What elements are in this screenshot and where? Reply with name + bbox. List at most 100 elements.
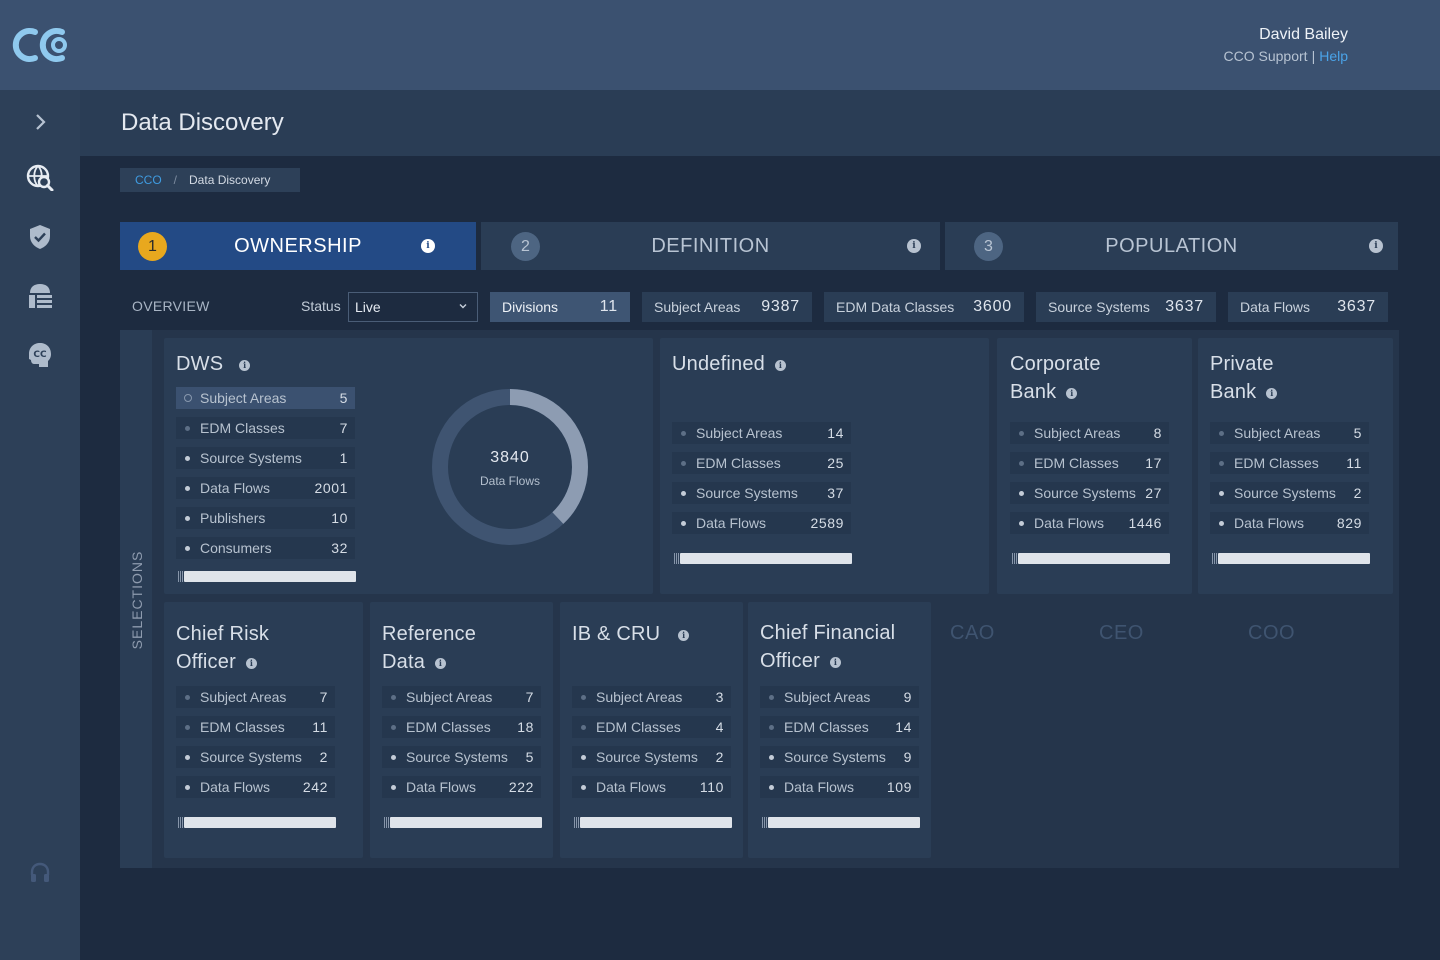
metric-value: 1	[339, 450, 348, 466]
division-card-reference-data[interactable]: Reference Data i Subject Areas 7 EDM Classe…	[370, 602, 553, 858]
metric-edm-classes[interactable]: EDM Classes 18	[382, 716, 541, 738]
metric-value: 4	[715, 719, 724, 735]
division-ceo[interactable]: CEO	[1099, 622, 1144, 644]
metric-edm-classes[interactable]: EDM Classes 14	[760, 716, 919, 738]
metric-data-flows[interactable]: Data Flows 110	[572, 776, 731, 798]
stat-divisions[interactable]: Divisions 11	[490, 292, 630, 322]
bullet-icon	[1219, 460, 1224, 466]
sidebar-item-data-quality[interactable]	[24, 221, 56, 253]
tab-ownership[interactable]: 1 OWNERSHIP i	[120, 222, 476, 270]
bullet-icon	[185, 694, 190, 700]
division-card-corporate-bank[interactable]: Corporate Bank i Subject Areas 8 EDM Classe…	[997, 338, 1192, 594]
metric-edm-classes[interactable]: EDM Classes 7	[176, 417, 355, 439]
metric-data-flows[interactable]: Data Flows 109	[760, 776, 919, 798]
sidebar-item-data-lineage[interactable]	[24, 280, 56, 312]
metric-subject-areas[interactable]: Subject Areas 7	[176, 686, 335, 708]
sidebar-item-cco-profile[interactable]: CC	[24, 339, 56, 371]
metric-source-systems[interactable]: Source Systems 1	[176, 447, 355, 469]
metric-publishers[interactable]: Publishers 10	[176, 507, 355, 529]
bullet-icon	[581, 754, 586, 760]
metric-data-flows[interactable]: Data Flows 2001	[176, 477, 355, 499]
metric-edm-classes[interactable]: EDM Classes 17	[1010, 452, 1169, 474]
metric-source-systems[interactable]: Source Systems 9	[760, 746, 919, 768]
metric-data-flows[interactable]: Data Flows 829	[1210, 512, 1369, 534]
user-name[interactable]: David Bailey	[1259, 26, 1348, 43]
status-select[interactable]: Live	[348, 292, 478, 322]
stat-subject-areas[interactable]: Subject Areas 9387	[642, 292, 812, 322]
division-card-ib-cru[interactable]: IB & CRU i Subject Areas 3 EDM Classes 4 So…	[560, 602, 743, 858]
division-card-undefined[interactable]: Undefined i Subject Areas 14 EDM Classes 25…	[660, 338, 989, 594]
info-icon[interactable]: i	[1369, 239, 1383, 253]
metric-subject-areas[interactable]: Subject Areas 9	[760, 686, 919, 708]
top-bar: David Bailey CCO Support | Help	[0, 0, 1440, 90]
metric-value: 32	[331, 540, 348, 556]
info-icon[interactable]: i	[907, 239, 921, 253]
info-icon[interactable]: i	[245, 657, 257, 669]
help-link[interactable]: Help	[1319, 48, 1348, 64]
division-card-chief-risk-officer[interactable]: Chief Risk Officer i Subject Areas 7 EDM Cl…	[164, 602, 363, 858]
division-coo[interactable]: COO	[1248, 622, 1296, 644]
stat-data-flows[interactable]: Data Flows 3637	[1228, 292, 1388, 322]
metric-label: Subject Areas	[200, 689, 287, 705]
step-number: 3	[974, 232, 1003, 261]
division-cao[interactable]: CAO	[950, 622, 995, 644]
metric-edm-classes[interactable]: EDM Classes 4	[572, 716, 731, 738]
metric-source-systems[interactable]: Source Systems 2	[1210, 482, 1369, 504]
metric-source-systems[interactable]: Source Systems 2	[572, 746, 731, 768]
metric-subject-areas[interactable]: Subject Areas 14	[672, 422, 851, 444]
user-info: David Bailey CCO Support | Help	[1224, 26, 1348, 64]
info-icon[interactable]: i	[678, 629, 690, 641]
bullet-icon	[681, 430, 686, 436]
metric-edm-classes[interactable]: EDM Classes 11	[176, 716, 335, 738]
info-icon[interactable]: i	[421, 239, 435, 253]
metric-data-flows[interactable]: Data Flows 1446	[1010, 512, 1169, 534]
metric-value: 17	[1145, 455, 1162, 471]
division-card-chief-financial-officer[interactable]: Chief Financial Officer i Subject Areas 9 E…	[748, 602, 931, 858]
tab-population[interactable]: 3 POPULATION i	[945, 222, 1398, 270]
info-icon[interactable]: i	[239, 359, 251, 371]
metric-edm-classes[interactable]: EDM Classes 25	[672, 452, 851, 474]
metric-label: Publishers	[200, 510, 266, 526]
metric-subject-areas[interactable]: Subject Areas 5	[1210, 422, 1369, 444]
metric-value: 1446	[1128, 515, 1162, 531]
cc-logo[interactable]	[10, 24, 76, 66]
info-icon[interactable]: i	[1066, 387, 1078, 399]
metric-subject-areas[interactable]: Subject Areas 3	[572, 686, 731, 708]
sidebar-item-data-discovery[interactable]	[24, 161, 56, 193]
metric-data-flows[interactable]: Data Flows 2589	[672, 512, 851, 534]
sidebar-support[interactable]	[24, 857, 56, 889]
metric-subject-areas[interactable]: Subject Areas 8	[1010, 422, 1169, 444]
card-title-line: Corporate	[1010, 353, 1101, 375]
metric-label: EDM Classes	[406, 719, 491, 735]
tab-definition[interactable]: 2 DEFINITION i	[481, 222, 940, 270]
info-icon[interactable]: i	[829, 656, 841, 668]
card-title: IB & CRU i	[572, 620, 690, 648]
stat-edm-data-classes[interactable]: EDM Data Classes 3600	[824, 292, 1024, 322]
metric-data-flows[interactable]: Data Flows 222	[382, 776, 541, 798]
metric-label: EDM Classes	[1034, 455, 1119, 471]
stat-value: 3600	[973, 298, 1012, 315]
info-icon[interactable]: i	[435, 657, 447, 669]
info-icon[interactable]: i	[774, 359, 786, 371]
metric-consumers[interactable]: Consumers 32	[176, 537, 355, 559]
metric-source-systems[interactable]: Source Systems 2	[176, 746, 335, 768]
progress-bar	[178, 571, 356, 582]
metric-value: 222	[508, 779, 534, 795]
metric-subject-areas[interactable]: Subject Areas 5	[176, 387, 355, 409]
metric-source-systems[interactable]: Source Systems 5	[382, 746, 541, 768]
division-card-dws[interactable]: DWS i Subject Areas 5 EDM Classes 7 Source …	[164, 338, 653, 594]
info-icon[interactable]: i	[1266, 387, 1278, 399]
division-card-private-bank[interactable]: Private Bank i Subject Areas 5 EDM Classes 1…	[1198, 338, 1393, 594]
metric-source-systems[interactable]: Source Systems 27	[1010, 482, 1169, 504]
sidebar-expand-button[interactable]	[24, 106, 56, 138]
metric-data-flows[interactable]: Data Flows 242	[176, 776, 335, 798]
user-org: CCO Support	[1223, 48, 1308, 64]
stat-label: Data Flows	[1240, 299, 1311, 315]
metric-value: 37	[827, 485, 844, 501]
bullet-icon	[185, 425, 190, 431]
stat-source-systems[interactable]: Source Systems 3637	[1036, 292, 1216, 322]
metric-subject-areas[interactable]: Subject Areas 7	[382, 686, 541, 708]
metric-edm-classes[interactable]: EDM Classes 11	[1210, 452, 1369, 474]
metric-source-systems[interactable]: Source Systems 37	[672, 482, 851, 504]
breadcrumb-root[interactable]: CCO	[135, 173, 162, 187]
